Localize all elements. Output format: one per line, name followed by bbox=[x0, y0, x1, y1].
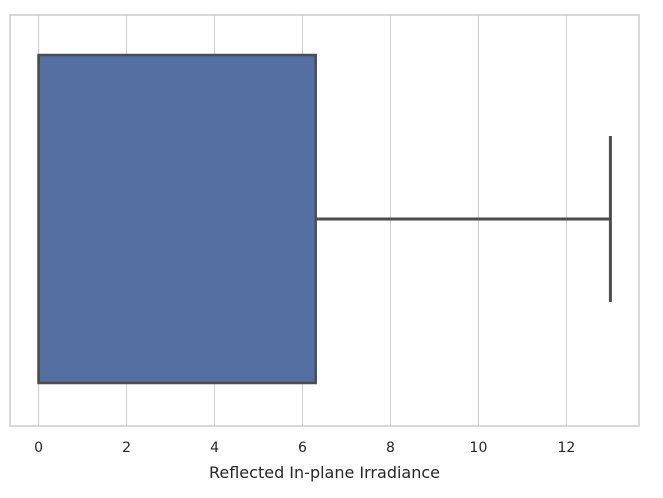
x-tick-label: 4 bbox=[210, 440, 219, 456]
x-tick-label: 10 bbox=[470, 440, 488, 456]
plot-frame bbox=[9, 14, 640, 427]
x-tick-label: 6 bbox=[298, 440, 307, 456]
plot-marks bbox=[37, 53, 612, 385]
x-axis-label: Reflected In-plane Irradiance bbox=[209, 463, 440, 482]
x-tick-label: 0 bbox=[34, 440, 43, 456]
box-iqr bbox=[37, 53, 317, 385]
x-tick-label: 2 bbox=[122, 440, 131, 456]
x-tick-label: 12 bbox=[558, 440, 576, 456]
x-tick-labels: 0 2 4 6 8 10 12 bbox=[34, 440, 575, 456]
x-tick-label: 8 bbox=[386, 440, 395, 456]
